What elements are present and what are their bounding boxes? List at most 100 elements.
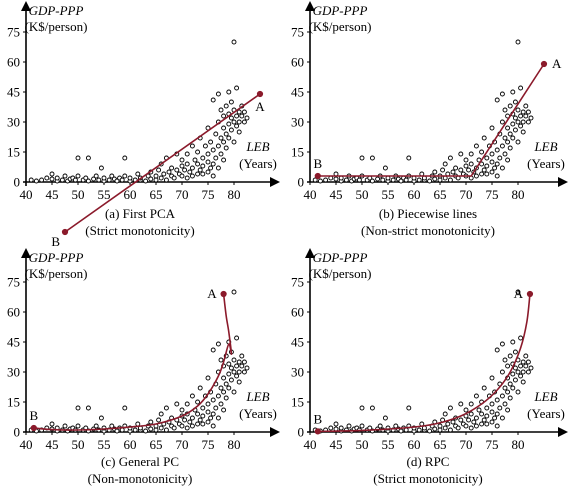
scatter-point (375, 176, 381, 182)
scatter-point (523, 103, 529, 109)
scatter-point (369, 178, 375, 184)
scatter-point (525, 369, 531, 375)
scatter-point (153, 173, 159, 179)
scatter-point (114, 178, 120, 184)
scatter-point (236, 379, 242, 385)
scatter-point (528, 115, 534, 121)
x-tick-label: 45 (46, 187, 59, 202)
scatter-point (215, 393, 221, 399)
panel-caption: (b) Piecewise lines (379, 206, 477, 221)
scatter-point (458, 417, 464, 423)
scatter-point (494, 97, 500, 103)
scatter-point (466, 417, 472, 423)
y-tick-label: 60 (7, 55, 20, 70)
scatter-point (210, 423, 216, 429)
scatter-point (221, 375, 227, 381)
y-tick-label: 60 (7, 305, 20, 320)
scatter-point (382, 165, 388, 171)
scatter-point (489, 375, 495, 381)
x-tick-label: 80 (512, 187, 525, 202)
scatter-point (497, 405, 503, 411)
scatter-point (179, 163, 185, 169)
scatter-point (359, 405, 365, 411)
scatter-point (231, 139, 237, 145)
scatter-point (512, 127, 518, 133)
x-tick-label: 80 (228, 437, 241, 452)
scatter-point (518, 85, 524, 91)
scatter-point (473, 423, 479, 429)
scatter-point (512, 115, 518, 121)
scatter-point (205, 151, 211, 157)
scatter-point (93, 423, 99, 429)
scatter-point (463, 407, 469, 413)
scatter-point (468, 425, 474, 431)
scatter-point (72, 177, 78, 183)
x-tick-label: 45 (330, 437, 343, 452)
scatter-point (481, 417, 487, 423)
scatter-point (228, 99, 234, 105)
scatter-point (312, 177, 318, 183)
scatter-point (427, 428, 433, 434)
x-tick-label: 40 (20, 437, 33, 452)
scatter-point (231, 289, 237, 295)
scatter-point (184, 151, 190, 157)
x-tick-label: 65 (150, 187, 163, 202)
scatter-point (226, 89, 232, 95)
scatter-point (122, 173, 128, 179)
scatter-point (481, 385, 487, 391)
scatter-point (210, 347, 216, 353)
scatter-point (189, 143, 195, 149)
scatter-point (161, 171, 167, 177)
scatter-point (213, 155, 219, 161)
scatter-point (525, 359, 531, 365)
y-tick-label: 15 (291, 395, 304, 410)
scatter-point (184, 175, 190, 181)
scatter-point (515, 369, 521, 375)
y-tick-label: 60 (291, 55, 304, 70)
y-axis-label: GDP-PPP (313, 250, 368, 265)
scatter-point (468, 411, 474, 417)
x-tick-label: 50 (72, 437, 85, 452)
scatter-point (507, 381, 513, 387)
panel-subcaption: (Strict monotonicity) (373, 471, 482, 486)
scatter-point (187, 169, 193, 175)
scatter-point (213, 131, 219, 137)
scatter-point (189, 393, 195, 399)
x-tick-label: 50 (72, 187, 85, 202)
endpoint-label-b: B (313, 156, 322, 171)
scatter-point (499, 91, 505, 97)
scatter-point (215, 91, 221, 97)
scatter-point (39, 177, 45, 183)
scatter-point (442, 161, 448, 167)
scatter-point (455, 425, 461, 431)
scatter-point (210, 97, 216, 103)
y-tick-label: 75 (7, 275, 20, 290)
scatter-point (520, 129, 526, 135)
scatter-point (479, 421, 485, 427)
x-tick-label: 60 (124, 437, 137, 452)
scatter-point (510, 135, 516, 141)
scatter-point (241, 109, 247, 115)
scatter-point (497, 155, 503, 161)
y-axis-label: GDP-PPP (313, 3, 368, 18)
scatter-point (33, 178, 39, 184)
panel-d: 40 45 50 55 60 65 70 75 80 0 15 30 45 60 75 GDP-PPP(K$/… (291, 248, 568, 486)
scatter-point (518, 113, 524, 119)
scatter-point (507, 145, 513, 151)
curve-endpoint-a (256, 90, 264, 98)
scatter-point (473, 143, 479, 149)
scatter-point (338, 425, 344, 431)
y-tick-label: 30 (291, 365, 304, 380)
scatter-point (179, 157, 185, 163)
scatter-point (234, 113, 240, 119)
scatter-point (406, 155, 412, 161)
scatter-point (505, 139, 511, 145)
scatter-point (200, 405, 206, 411)
y-tick-label: 45 (7, 335, 20, 350)
scatter-point (390, 177, 396, 183)
scatter-point (442, 411, 448, 417)
scatter-point (210, 161, 216, 167)
scatter-point (174, 401, 180, 407)
scatter-point (223, 131, 229, 137)
scatter-point (520, 109, 526, 115)
